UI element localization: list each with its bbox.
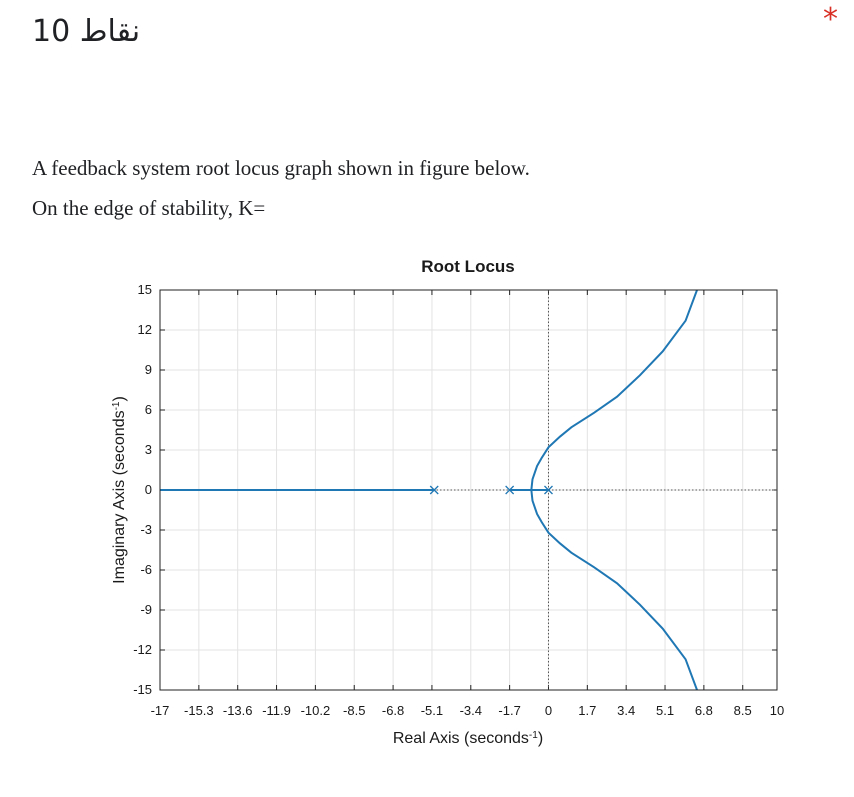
y-tick-label: 0 — [145, 482, 152, 497]
x-tick-label: -10.2 — [301, 703, 331, 718]
required-asterisk: * — [823, 2, 838, 37]
pole-x-stroke — [505, 485, 515, 495]
pole-marker-3 — [544, 485, 553, 495]
x-tick-label: -6.8 — [382, 703, 404, 718]
x-tick-label: -8.5 — [343, 703, 365, 718]
pole-markers — [429, 485, 553, 495]
y-tick-label: -15 — [133, 682, 152, 697]
pole-x-stroke — [429, 485, 439, 495]
x-axis-title-exponent: -1 — [529, 730, 538, 741]
x-axis-title-text: Real Axis (seconds — [393, 730, 529, 747]
y-axis-title-text: Imaginary Axis (seconds — [111, 410, 128, 583]
locus-branch-5 — [530, 489, 698, 691]
x-axis-title: Real Axis (seconds-1) — [393, 730, 543, 748]
question-line-2: On the edge of stability, K= — [32, 195, 266, 220]
x-tick-label: 6.8 — [695, 703, 713, 718]
x-tick-label: 1.7 — [578, 703, 596, 718]
y-tick-label: 9 — [145, 362, 152, 377]
y-axis-title: Imaginary Axis (seconds-1) — [111, 396, 129, 584]
x-tick-label: -11.9 — [262, 703, 291, 718]
y-axis-title-close: ) — [111, 396, 128, 401]
x-tick-label: 10 — [770, 703, 784, 718]
plot-frame — [159, 289, 778, 691]
y-tick-label: -9 — [140, 602, 152, 617]
y-tick-label: -6 — [140, 562, 152, 577]
x-tick-label: -3.4 — [460, 703, 482, 718]
locus-branches — [160, 289, 698, 691]
chart-title: Root Locus — [421, 257, 515, 276]
y-tick-label: 3 — [145, 442, 152, 457]
y-tick-labels: 15 12 9 6 3 0 -3 -6 -9 -12 -15 — [133, 282, 152, 697]
y-tick-label: 6 — [145, 402, 152, 417]
y-tick-label: -12 — [133, 642, 152, 657]
x-tick-label: 8.5 — [734, 703, 752, 718]
pole-marker-2 — [505, 485, 515, 495]
x-tick-label: 3.4 — [617, 703, 635, 718]
x-tick-label: -15.3 — [184, 703, 214, 718]
x-tick-label: -1.7 — [498, 703, 520, 718]
pole-x-stroke — [544, 485, 553, 495]
y-tick-label: 12 — [138, 322, 152, 337]
y-tick-label: 15 — [138, 282, 152, 297]
x-axis-title-close: ) — [538, 730, 543, 747]
x-tick-labels: -17 -15.3 -13.6 -11.9 -10.2 -8.5 -6.8 -5.1 -3.4 -… — [151, 703, 785, 718]
question-text: A feedback system root locus graph shown… — [32, 152, 530, 231]
pole-marker-1 — [429, 485, 439, 495]
x-tick-label: -5.1 — [421, 703, 443, 718]
x-tick-label: 0 — [545, 703, 552, 718]
question-line-1: A feedback system root locus graph shown… — [32, 156, 530, 180]
x-tick-label: -13.6 — [223, 703, 253, 718]
root-locus-chart: Root Locus -17 -15.3 -13.6 -11.9 -10.2 -8.5 -6… — [111, 257, 785, 748]
x-tick-label: 5.1 — [656, 703, 674, 718]
y-axis-title-exponent: -1 — [111, 401, 122, 410]
x-tick-label: -17 — [151, 703, 170, 718]
points-label: 10 نقاط — [32, 14, 141, 49]
locus-branch-4 — [530, 289, 698, 491]
y-tick-label: -3 — [140, 522, 152, 537]
